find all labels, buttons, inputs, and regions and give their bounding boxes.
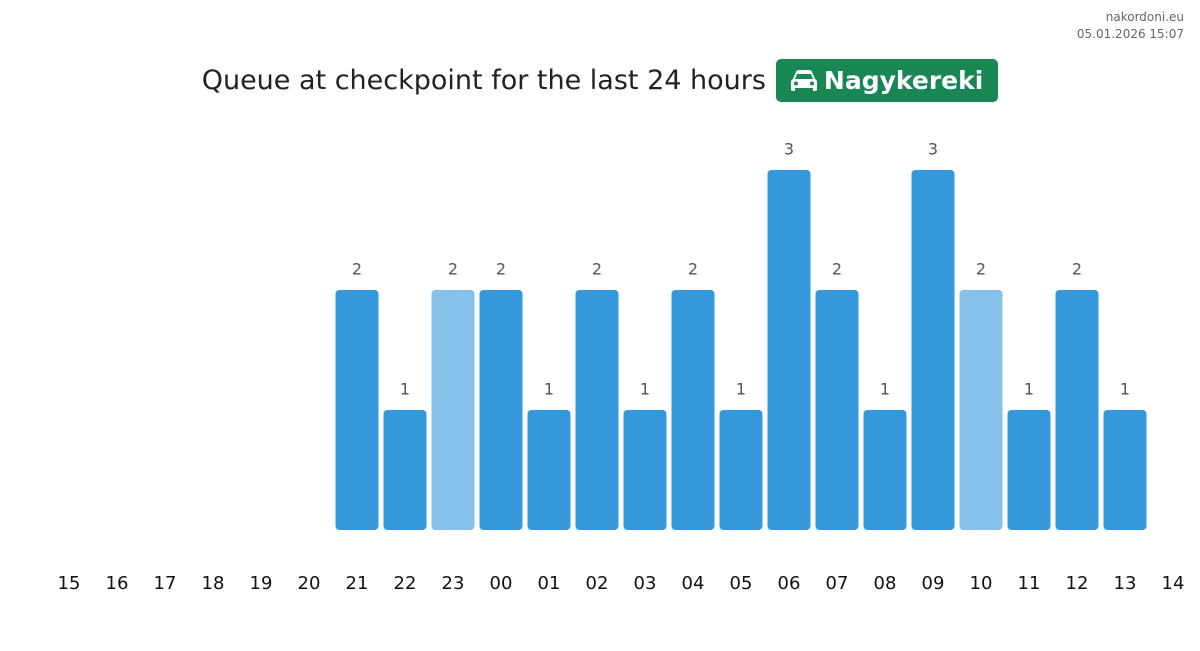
bar [1103,410,1147,530]
value-label: 2 [1072,260,1082,279]
value-label: 1 [736,380,746,399]
x-tick-label: 22 [394,573,417,594]
x-tick-label: 20 [298,573,321,594]
x-tick-label: 12 [1066,573,1089,594]
header: Queue at checkpoint for the last 24 hour… [0,59,1200,102]
car-icon [790,69,817,91]
x-tick-label: 15 [58,573,81,594]
bar [959,290,1003,530]
bar [431,290,475,530]
bar [335,290,379,530]
bar [623,410,667,530]
value-label: 2 [352,260,362,279]
value-label: 1 [1024,380,1034,399]
bar [767,170,811,530]
x-tick-label: 23 [442,573,465,594]
value-label: 1 [880,380,890,399]
value-label: 1 [640,380,650,399]
value-label: 2 [976,260,986,279]
timestamp: 05.01.2026 15:07 [1076,27,1184,41]
x-tick-label: 07 [826,573,849,594]
x-tick-label: 21 [346,573,369,594]
value-label: 2 [688,260,698,279]
value-label: 1 [544,380,554,399]
value-label: 2 [448,260,458,279]
chart-title: Queue at checkpoint for the last 24 hour… [201,65,766,96]
value-label: 1 [1120,380,1130,399]
badge-text: Nagykereki [823,66,984,95]
x-tick-label: 17 [154,573,177,594]
value-label: 3 [784,140,794,159]
x-tick-label: 06 [778,573,801,594]
bar [1007,410,1051,530]
x-tick-label: 00 [490,573,513,594]
x-tick-label: 08 [874,573,897,594]
x-tick-label: 03 [634,573,657,594]
meta: nakordoni.eu 05.01.2026 15:07 [1077,9,1184,43]
x-tick-label: 04 [682,573,705,594]
bar [575,290,619,530]
bar [479,290,523,530]
bar [1055,290,1099,530]
value-label: 3 [928,140,938,159]
x-tick-label: 11 [1018,573,1041,594]
x-tick-label: 16 [106,573,129,594]
value-label: 2 [832,260,842,279]
bar [911,170,955,530]
x-tick-label: 02 [586,573,609,594]
bar [719,410,763,530]
x-tick-label: 19 [250,573,273,594]
bar [527,410,571,530]
x-tick-label: 14 [1162,573,1185,594]
value-label: 1 [400,380,410,399]
x-tick-label: 09 [922,573,945,594]
value-label: 2 [496,260,506,279]
source: nakordoni.eu [1105,10,1184,24]
bar [383,410,427,530]
bar [815,290,859,530]
checkpoint-badge: Nagykereki [775,59,999,102]
bar [671,290,715,530]
x-tick-label: 10 [970,573,993,594]
x-tick-label: 13 [1114,573,1137,594]
x-tick-label: 05 [730,573,753,594]
x-tick-label: 01 [538,573,561,594]
bar [863,410,907,530]
x-tick-label: 18 [202,573,225,594]
value-label: 2 [592,260,602,279]
